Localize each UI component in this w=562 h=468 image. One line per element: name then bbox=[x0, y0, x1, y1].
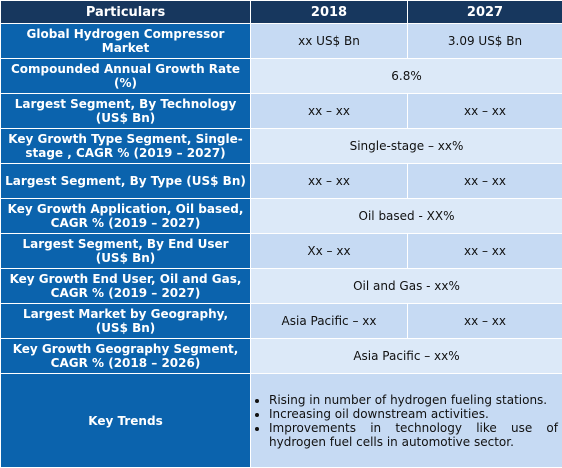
table-row: Key Growth Type Segment, Single-stage , … bbox=[1, 129, 562, 164]
row-label-key-trends: Key Trends bbox=[1, 374, 251, 468]
row-value-span: Single-stage – xx% bbox=[251, 129, 562, 164]
row-value-2018: xx – xx bbox=[251, 94, 408, 129]
row-value-2027: xx – xx bbox=[408, 164, 562, 199]
row-value-span: Oil and Gas - xx% bbox=[251, 269, 562, 304]
row-label-cagr: Compounded Annual Growth Rate (%) bbox=[1, 59, 251, 94]
row-value-2027: xx – xx bbox=[408, 234, 562, 269]
header-2027: 2027 bbox=[408, 1, 562, 24]
row-label-growth-type: Key Growth Type Segment, Single-stage , … bbox=[1, 129, 251, 164]
row-value-span: Oil based - XX% bbox=[251, 199, 562, 234]
row-label-technology: Largest Segment, By Technology (US$ Bn) bbox=[1, 94, 251, 129]
row-label-growth-end-user: Key Growth End User, Oil and Gas, CAGR %… bbox=[1, 269, 251, 304]
row-value-2018: Xx – xx bbox=[251, 234, 408, 269]
table-row: Key Growth End User, Oil and Gas, CAGR %… bbox=[1, 269, 562, 304]
row-value-2027: 3.09 US$ Bn bbox=[408, 24, 562, 59]
table-row: Largest Segment, By End User (US$ Bn) Xx… bbox=[1, 234, 562, 269]
row-label-end-user: Largest Segment, By End User (US$ Bn) bbox=[1, 234, 251, 269]
row-label-growth-geography: Key Growth Geography Segment, CAGR % (20… bbox=[1, 339, 251, 374]
row-value-2018: Asia Pacific – xx bbox=[251, 304, 408, 339]
key-trends-list-cell: Rising in number of hydrogen fueling sta… bbox=[251, 374, 562, 468]
table-header-row: Particulars 2018 2027 bbox=[1, 1, 562, 24]
table-row: Largest Market by Geography, (US$ Bn) As… bbox=[1, 304, 562, 339]
list-item: Rising in number of hydrogen fueling sta… bbox=[269, 393, 558, 407]
row-value-2027: xx – xx bbox=[408, 304, 562, 339]
table-row: Compounded Annual Growth Rate (%) 6.8% bbox=[1, 59, 562, 94]
row-label-geography: Largest Market by Geography, (US$ Bn) bbox=[1, 304, 251, 339]
list-item: Improvements in technology like use of h… bbox=[269, 421, 558, 449]
table-row: Largest Segment, By Technology (US$ Bn) … bbox=[1, 94, 562, 129]
table-row: Key Growth Geography Segment, CAGR % (20… bbox=[1, 339, 562, 374]
row-label-type: Largest Segment, By Type (US$ Bn) bbox=[1, 164, 251, 199]
table-row: Global Hydrogen Compressor Market xx US$… bbox=[1, 24, 562, 59]
row-value-2018: xx – xx bbox=[251, 164, 408, 199]
row-value-2018: xx US$ Bn bbox=[251, 24, 408, 59]
key-trends-list: Rising in number of hydrogen fueling sta… bbox=[257, 393, 558, 449]
table-row: Key Growth Application, Oil based, CAGR … bbox=[1, 199, 562, 234]
header-particulars: Particulars bbox=[1, 1, 251, 24]
list-item: Increasing oil downstream activities. bbox=[269, 407, 558, 421]
row-value-span: Asia Pacific – xx% bbox=[251, 339, 562, 374]
row-value-2027: xx – xx bbox=[408, 94, 562, 129]
header-2018: 2018 bbox=[251, 1, 408, 24]
table-row: Largest Segment, By Type (US$ Bn) xx – x… bbox=[1, 164, 562, 199]
row-value-span: 6.8% bbox=[251, 59, 562, 94]
table-row-trends: Key Trends Rising in number of hydrogen … bbox=[1, 374, 562, 468]
row-label-market: Global Hydrogen Compressor Market bbox=[1, 24, 251, 59]
row-label-application: Key Growth Application, Oil based, CAGR … bbox=[1, 199, 251, 234]
